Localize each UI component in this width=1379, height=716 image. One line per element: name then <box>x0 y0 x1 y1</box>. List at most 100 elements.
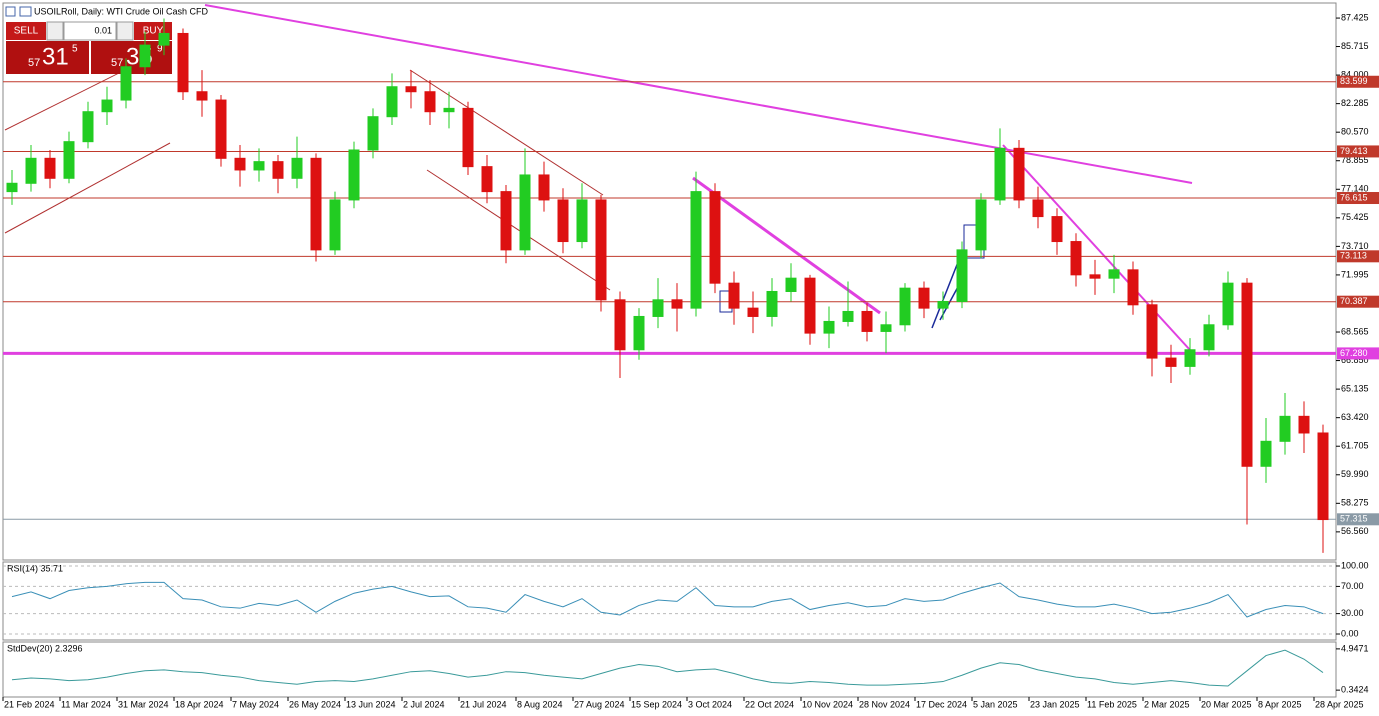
x-tick-label: 8 Aug 2024 <box>517 699 563 709</box>
lot-value[interactable]: 0.01 <box>94 25 112 35</box>
y-tick-label: 63.420 <box>1341 412 1369 422</box>
candle-body <box>519 174 531 251</box>
y-tick-label: 85.715 <box>1341 41 1369 51</box>
trade-panel: SELL 0.01 BUY 57 31 5 57 35 9 <box>6 21 172 74</box>
y-tick-label: 77.140 <box>1341 184 1369 194</box>
candle-body <box>709 191 721 284</box>
candle-body <box>386 86 398 118</box>
y-tick-label: 0.3424 <box>1341 685 1369 695</box>
candle-body <box>671 299 683 309</box>
y-tick-label: 75.425 <box>1341 212 1369 222</box>
candle-body <box>956 249 968 302</box>
candle-body <box>25 157 37 184</box>
lot-down[interactable] <box>46 21 64 41</box>
sell-label[interactable]: SELL <box>14 26 39 37</box>
y-tick-label: 78.855 <box>1341 155 1369 165</box>
candle-body <box>462 107 474 168</box>
y-tick-label: 58.275 <box>1341 498 1369 508</box>
candle-body <box>918 287 930 309</box>
buy-label[interactable]: BUY <box>143 26 164 37</box>
candle-body <box>804 277 816 334</box>
buy-price-sup[interactable]: 9 <box>157 44 163 55</box>
x-tick-label: 7 May 2024 <box>232 699 279 709</box>
channel-line <box>409 69 604 196</box>
candle-body <box>842 310 854 322</box>
sell-price-box[interactable] <box>6 41 89 74</box>
x-tick-label: 15 Sep 2024 <box>631 699 682 709</box>
x-tick-label: 8 Apr 2025 <box>1258 699 1302 709</box>
sell-price-small[interactable]: 57 <box>28 57 40 69</box>
y-tick-label: 66.850 <box>1341 355 1369 365</box>
x-tick-label: 23 Jan 2025 <box>1030 699 1080 709</box>
x-tick-label: 13 Jun 2024 <box>346 699 396 709</box>
level-label: 70.387 <box>1340 296 1368 306</box>
y-tick-label: 68.565 <box>1341 326 1369 336</box>
x-tick-label: 21 Jul 2024 <box>460 699 507 709</box>
y-tick-label: 71.995 <box>1341 269 1369 279</box>
level-tag <box>1337 192 1379 205</box>
buy-price-small[interactable]: 57 <box>111 57 123 69</box>
lot-input[interactable] <box>63 21 117 41</box>
candle-body <box>234 157 246 171</box>
x-tick-label: 27 Aug 2024 <box>574 699 625 709</box>
y-tick-label: 4.9471 <box>1341 643 1369 653</box>
candle-body <box>652 299 664 317</box>
level-tag <box>1337 513 1379 526</box>
candle-body <box>310 157 322 251</box>
candle-body <box>766 290 778 317</box>
x-tick-label: 2 Jul 2024 <box>403 699 445 709</box>
candle-body <box>1184 349 1196 367</box>
candle-body <box>690 191 702 309</box>
level-tag <box>1337 75 1379 88</box>
candle-body <box>861 310 873 332</box>
icon <box>5 6 16 17</box>
candle-body <box>405 86 417 93</box>
y-tick-label: 59.990 <box>1341 469 1369 479</box>
candle-body <box>1051 216 1063 243</box>
y-tick-label: 87.425 <box>1341 12 1369 22</box>
level-label: 57.315 <box>1340 514 1368 524</box>
candle-body <box>747 307 759 317</box>
x-tick-label: 3 Oct 2024 <box>688 699 732 709</box>
channel-line <box>4 142 171 234</box>
level-label: 73.113 <box>1340 251 1367 261</box>
x-tick-label: 18 Apr 2024 <box>175 699 224 709</box>
candle-body <box>500 191 512 251</box>
stddev-title: StdDev(20) 2.3296 <box>7 643 83 653</box>
candle-body <box>899 287 911 326</box>
candle-body <box>291 157 303 179</box>
trendline <box>204 4 1193 184</box>
y-tick-label: 82.285 <box>1341 98 1369 108</box>
y-tick-label: 65.135 <box>1341 383 1369 393</box>
x-tick-label: 11 Feb 2025 <box>1087 699 1137 709</box>
candle-body <box>557 199 569 243</box>
lot-up[interactable] <box>116 21 134 41</box>
icon <box>19 6 32 17</box>
candle-body <box>1260 440 1272 467</box>
candle-body <box>443 107 455 113</box>
candle-body <box>937 300 949 309</box>
candle-body <box>424 91 436 113</box>
level-tag <box>1337 347 1379 360</box>
candle-body <box>6 182 18 193</box>
x-tick-label: 10 Nov 2024 <box>802 699 853 709</box>
candle-body <box>44 157 56 179</box>
y-tick-label: 61.705 <box>1341 441 1369 451</box>
candle-body <box>196 91 208 101</box>
candle-body <box>1032 199 1044 218</box>
y-tick-label: 70.00 <box>1341 581 1364 591</box>
candle-body <box>975 199 987 251</box>
candle-body <box>1127 269 1139 306</box>
sell-button[interactable] <box>6 22 46 40</box>
candle-body <box>1070 241 1082 276</box>
candle-body <box>633 315 645 351</box>
candle-body <box>82 111 94 143</box>
sell-price-sup[interactable]: 5 <box>72 44 78 55</box>
candle-body <box>1222 282 1234 326</box>
y-tick-label: 0.00 <box>1341 628 1359 638</box>
level-label: 79.413 <box>1340 146 1368 156</box>
candle-body <box>1203 324 1215 351</box>
candle-body <box>139 44 151 68</box>
sell-price-big[interactable]: 31 <box>42 43 69 70</box>
y-tick-label: 80.570 <box>1341 127 1369 137</box>
